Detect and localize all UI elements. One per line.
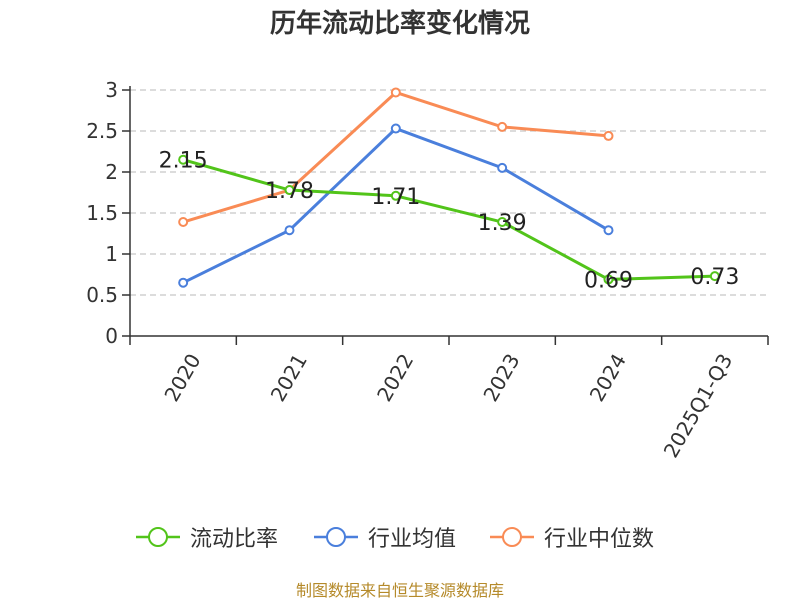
y-tick-label: 1 — [105, 242, 118, 266]
y-tick-label: 2.5 — [86, 119, 118, 143]
legend: 流动比率 行业均值 行业中位数 — [0, 520, 800, 554]
legend-label: 行业均值 — [368, 527, 457, 552]
x-tick-label: 2020 — [159, 350, 205, 406]
data-label: 1.39 — [478, 211, 527, 236]
chart-title: 历年流动比率变化情况 — [269, 9, 530, 39]
y-tick-label: 1.5 — [86, 201, 118, 225]
data-point — [178, 217, 189, 228]
data-label-layer: 2.15 1.78 1.71 1.39 0.69 0.73 — [159, 149, 740, 294]
data-point — [284, 225, 295, 236]
legend-label: 流动比率 — [190, 527, 279, 552]
data-label: 0.69 — [584, 268, 633, 293]
legend-marker-icon — [490, 527, 534, 547]
x-tick-label: 2022 — [372, 350, 418, 406]
x-tick-label: 2023 — [478, 349, 524, 405]
data-label: 1.71 — [371, 185, 420, 210]
y-tick-label: 0.5 — [86, 283, 118, 307]
data-point — [497, 121, 508, 132]
data-point — [709, 271, 720, 282]
data-point — [497, 162, 508, 173]
data-point — [603, 225, 614, 236]
data-point — [390, 190, 401, 201]
legend-item-industry-mean[interactable]: 行业均值 — [312, 520, 456, 554]
grid-layer — [130, 89, 768, 296]
data-label: 2.15 — [159, 149, 208, 174]
legend-marker-icon — [314, 527, 358, 547]
data-label: 0.73 — [690, 265, 739, 290]
series-line — [182, 158, 715, 281]
data-point — [390, 87, 401, 98]
data-point — [284, 185, 295, 196]
y-tick-label: 3 — [105, 78, 118, 102]
x-tick-label: 2021 — [266, 350, 312, 406]
source-note: 制图数据来自恒生聚源数据库 — [295, 581, 504, 600]
y-tick-label: 2 — [105, 160, 118, 184]
data-point — [497, 217, 508, 228]
legend-item-current-ratio[interactable]: 流动比率 — [134, 520, 278, 554]
axis-layer: 0 0.5 1 1.5 2 2.5 3 2020 2021 2022 2023 2024 2025Q1-… — [86, 78, 769, 462]
series-layer — [178, 87, 720, 288]
data-label: 1.78 — [265, 179, 314, 204]
y-tick-label: 0 — [105, 324, 118, 348]
legend-label: 行业中位数 — [544, 527, 655, 552]
data-point — [178, 154, 189, 165]
legend-marker-icon — [136, 527, 180, 547]
x-tick-label: 2024 — [585, 350, 631, 406]
data-point — [178, 277, 189, 288]
data-point — [390, 123, 401, 134]
x-tick-label: 2025Q1-Q3 — [659, 350, 738, 462]
legend-item-industry-median[interactable]: 行业中位数 — [488, 520, 654, 554]
data-point — [603, 274, 614, 285]
data-point — [603, 130, 614, 141]
